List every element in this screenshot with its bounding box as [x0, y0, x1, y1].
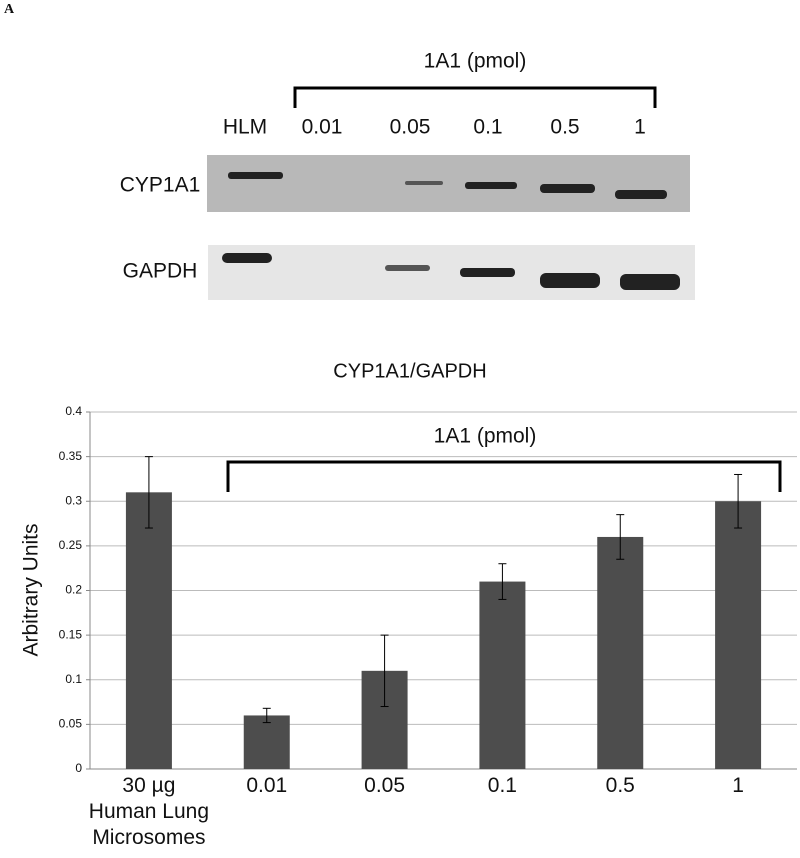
band [615, 190, 667, 199]
x-tick-label-box: 0.5 [605, 774, 635, 797]
y-tick-label: 0 [75, 761, 82, 775]
chart-title: CYP1A1/GAPDH [333, 360, 486, 382]
band [385, 265, 430, 271]
bar [125, 492, 172, 769]
bar [479, 581, 526, 769]
band [228, 172, 283, 179]
band [222, 253, 272, 263]
x-tick-label-box: 0.1 [487, 774, 517, 797]
annotation: 1A1 (pmol) [434, 425, 537, 448]
panel-label: A [4, 2, 15, 17]
lane-label: 0.05 [390, 116, 431, 139]
bar [243, 715, 290, 769]
error-bar [734, 473, 743, 529]
lane-label: 0.1 [473, 116, 502, 139]
x-tick-label: 30 µg Human Lung Microsomes [88, 774, 210, 849]
error-bar [262, 707, 271, 724]
y-tick-label: 0.2 [65, 583, 82, 597]
bar [597, 536, 644, 769]
blot-bracket [293, 86, 657, 108]
x-tick-label: 0.05 [364, 774, 406, 797]
band [460, 268, 515, 277]
blot-membrane [208, 245, 695, 300]
y-axis-label: Arbitrary Units [20, 523, 43, 656]
blot-group-label: 1A1 (pmol) [424, 50, 527, 73]
error-bar [380, 634, 389, 708]
x-tick-label: 1 [732, 774, 744, 797]
blot-membrane [207, 155, 690, 212]
lane-label: 0.5 [550, 116, 579, 139]
blot-bands [222, 172, 680, 290]
band [620, 274, 680, 290]
band [540, 273, 600, 288]
x-tick-label-box: 0.05 [364, 774, 406, 797]
band [465, 182, 517, 189]
y-tick-label: 0.25 [59, 538, 83, 552]
x-tick-label: 0.1 [487, 774, 517, 797]
x-tick-label-box: 30 µg Human Lung Microsomes [88, 774, 210, 849]
x-tick-label: 0.01 [246, 774, 288, 797]
error-bar [616, 514, 625, 560]
y-tick-label: 0.15 [59, 627, 83, 641]
error-bar [498, 563, 507, 600]
blot-row-label: CYP1A1 [120, 174, 201, 197]
lane-label: 0.01 [302, 116, 343, 139]
blot-row-label: GAPDH [123, 260, 198, 283]
y-tick-label: 0.05 [59, 717, 83, 731]
y-tick-label: 0.4 [65, 404, 82, 418]
x-tick-label: 0.5 [605, 774, 635, 797]
lane-label: HLM [223, 116, 267, 139]
band [540, 184, 595, 193]
y-tick-label: 0.3 [65, 493, 82, 507]
y-tick-label: 0.35 [59, 449, 83, 463]
annotation-bracket [226, 460, 782, 492]
y-tick-label: 0.1 [65, 672, 82, 686]
lane-label: 1 [634, 116, 646, 139]
x-tick-label-box: 0.01 [246, 774, 288, 797]
x-tick-label-box: 1 [732, 774, 744, 797]
band [405, 181, 443, 185]
bar [715, 501, 762, 769]
error-bar [144, 456, 153, 529]
